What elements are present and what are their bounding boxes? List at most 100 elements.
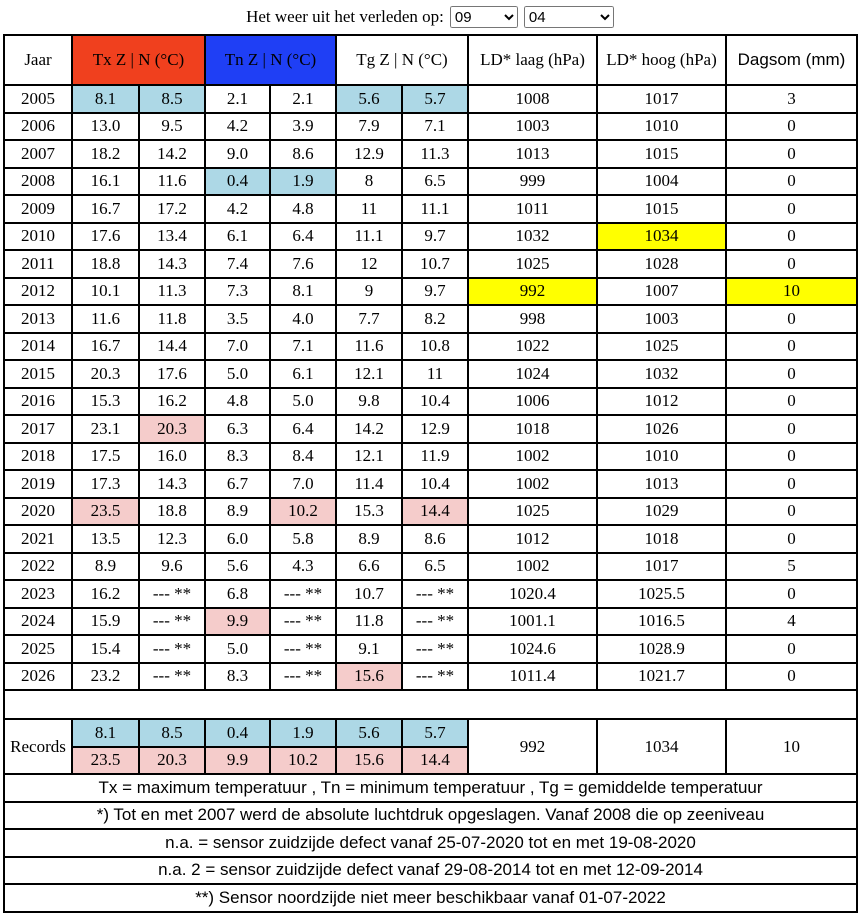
data-row: 2018 17.5 16.0 8.3 8.4 12.1 11.9 1002 1010 0 bbox=[4, 442, 857, 470]
cell: 0 bbox=[726, 442, 857, 470]
cell: 4 bbox=[726, 607, 857, 635]
column-header: Tx Z | N (°C) bbox=[72, 35, 205, 85]
cell: 1013 bbox=[597, 470, 726, 498]
note: n.a. 2 = sensor zuidzijde defect vanaf 2… bbox=[4, 856, 857, 884]
cell: 8.1 bbox=[270, 277, 336, 305]
cell: 13.0 bbox=[72, 112, 139, 140]
record-low: 8.5 bbox=[139, 719, 205, 747]
cell: --- ** bbox=[139, 635, 205, 663]
cell: 2011 bbox=[4, 250, 72, 278]
cell: 11.6 bbox=[139, 167, 205, 195]
column-header: LD* hoog (hPa) bbox=[597, 35, 726, 85]
cell: 3 bbox=[726, 85, 857, 113]
day-select[interactable]: 04 bbox=[523, 6, 614, 28]
cell: 1024 bbox=[468, 360, 597, 388]
cell: 10.4 bbox=[402, 387, 468, 415]
data-row: 2023 16.2 --- ** 6.8 --- ** 10.7 --- ** 1020.4 1… bbox=[4, 580, 857, 608]
note: Tx = maximum temperatuur , Tn = minimum … bbox=[4, 774, 857, 802]
record-low: 8.1 bbox=[72, 719, 139, 747]
month-select[interactable]: 09 bbox=[449, 6, 518, 28]
cell: 1012 bbox=[597, 387, 726, 415]
data-row: 2012 10.1 11.3 7.3 8.1 9 9.7 992 1007 10 bbox=[4, 277, 857, 305]
cell: 8.9 bbox=[205, 497, 270, 525]
record-dagsom: 10 bbox=[726, 719, 857, 774]
cell: 1011.4 bbox=[468, 662, 597, 690]
cell: 1025 bbox=[597, 332, 726, 360]
cell: 0 bbox=[726, 195, 857, 223]
record-low: 0.4 bbox=[205, 719, 270, 747]
column-header: Jaar bbox=[4, 35, 72, 85]
column-header: Tn Z | N (°C) bbox=[205, 35, 336, 85]
column-header: Dagsom (mm) bbox=[726, 35, 857, 85]
cell: 12.9 bbox=[336, 140, 402, 168]
cell: 1015 bbox=[597, 195, 726, 223]
record-high: 10.2 bbox=[270, 746, 336, 774]
cell: 1025.5 bbox=[597, 580, 726, 608]
data-row: 2024 15.9 --- ** 9.9 --- ** 11.8 --- ** 1001.1 1… bbox=[4, 607, 857, 635]
cell: 11.9 bbox=[402, 442, 468, 470]
cell: --- ** bbox=[270, 580, 336, 608]
cell: 0 bbox=[726, 305, 857, 333]
cell: 16.7 bbox=[72, 195, 139, 223]
cell: 8.4 bbox=[270, 442, 336, 470]
cell: 0 bbox=[726, 222, 857, 250]
cell: 11 bbox=[336, 195, 402, 223]
cell: 2021 bbox=[4, 525, 72, 553]
cell: 6.7 bbox=[205, 470, 270, 498]
cell: 6.1 bbox=[270, 360, 336, 388]
cell: 1002 bbox=[468, 470, 597, 498]
cell: 0 bbox=[726, 497, 857, 525]
cell: 5.6 bbox=[205, 552, 270, 580]
cell: 15.4 bbox=[72, 635, 139, 663]
cell: 1018 bbox=[597, 525, 726, 553]
cell: 11 bbox=[402, 360, 468, 388]
cell: 1011 bbox=[468, 195, 597, 223]
spacer-cell bbox=[4, 690, 857, 719]
cell: 16.1 bbox=[72, 167, 139, 195]
record-low: 1.9 bbox=[270, 719, 336, 747]
cell: 0 bbox=[726, 415, 857, 443]
cell: 7.0 bbox=[205, 332, 270, 360]
column-header: Tg Z | N (°C) bbox=[336, 35, 468, 85]
records-row: 23.5 20.3 9.9 10.2 15.6 14.4 bbox=[4, 746, 857, 774]
cell: 4.2 bbox=[205, 195, 270, 223]
cell: 1016.5 bbox=[597, 607, 726, 635]
cell: 1.9 bbox=[270, 167, 336, 195]
cell: 2013 bbox=[4, 305, 72, 333]
cell: 1021.7 bbox=[597, 662, 726, 690]
cell: 1015 bbox=[597, 140, 726, 168]
cell: 8.6 bbox=[270, 140, 336, 168]
cell: 2010 bbox=[4, 222, 72, 250]
cell: 11.8 bbox=[139, 305, 205, 333]
cell: 7.4 bbox=[205, 250, 270, 278]
cell: --- ** bbox=[270, 607, 336, 635]
cell: 1028 bbox=[597, 250, 726, 278]
cell: 1007 bbox=[597, 277, 726, 305]
header: Het weer uit het verleden op: 09 04 bbox=[0, 0, 860, 34]
data-row: 2006 13.0 9.5 4.2 3.9 7.9 7.1 1003 1010 0 bbox=[4, 112, 857, 140]
cell: 1034 bbox=[597, 222, 726, 250]
cell: 6.6 bbox=[336, 552, 402, 580]
cell: 0 bbox=[726, 140, 857, 168]
cell: 1001.1 bbox=[468, 607, 597, 635]
cell: 2016 bbox=[4, 387, 72, 415]
data-row: 2025 15.4 --- ** 5.0 --- ** 9.1 --- ** 1024.6 10… bbox=[4, 635, 857, 663]
data-row: 2010 17.6 13.4 6.1 6.4 11.1 9.7 1032 1034 0 bbox=[4, 222, 857, 250]
cell: 11.3 bbox=[402, 140, 468, 168]
cell: 6.0 bbox=[205, 525, 270, 553]
cell: 18.2 bbox=[72, 140, 139, 168]
cell: 2006 bbox=[4, 112, 72, 140]
cell: 1017 bbox=[597, 552, 726, 580]
cell: 12.1 bbox=[336, 360, 402, 388]
cell: 5.0 bbox=[270, 387, 336, 415]
data-row: 2014 16.7 14.4 7.0 7.1 11.6 10.8 1022 1025 0 bbox=[4, 332, 857, 360]
cell: 7.1 bbox=[270, 332, 336, 360]
cell: 10.7 bbox=[402, 250, 468, 278]
cell: 1003 bbox=[468, 112, 597, 140]
cell: 12.9 bbox=[402, 415, 468, 443]
cell: 0 bbox=[726, 250, 857, 278]
cell: 6.5 bbox=[402, 552, 468, 580]
cell: 17.5 bbox=[72, 442, 139, 470]
cell: 17.3 bbox=[72, 470, 139, 498]
cell: 7.9 bbox=[336, 112, 402, 140]
